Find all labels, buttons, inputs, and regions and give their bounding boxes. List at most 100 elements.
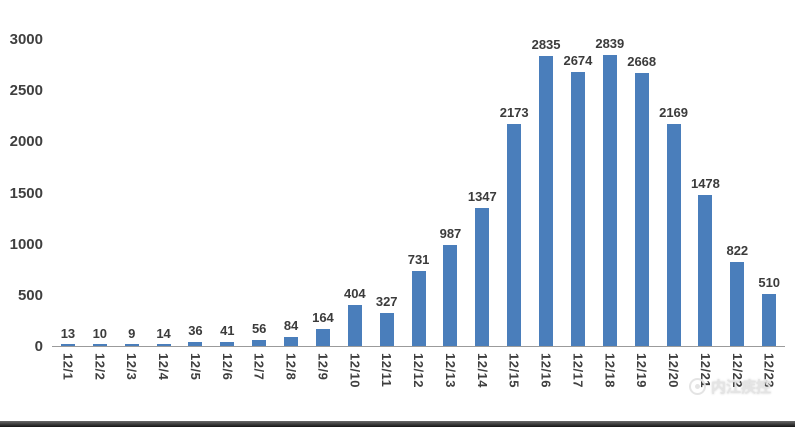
x-tick-label: 12/19	[634, 353, 650, 389]
bar	[284, 337, 299, 346]
bar-value-label: 36	[188, 323, 203, 339]
bar-value-label: 84	[283, 318, 299, 334]
bar	[507, 123, 522, 346]
bar-value-label: 404	[343, 285, 366, 301]
x-tick-label: 12/2	[92, 353, 108, 381]
bar-value-label: 1478	[690, 175, 720, 191]
plot-area: 13 12/1 10 12/2 9 12/3 14 12/4 36 12/5 41 12/6 56 12/…	[52, 36, 785, 388]
x-tick-label: 12/4	[156, 353, 172, 381]
bar	[124, 344, 139, 346]
bar	[602, 55, 617, 346]
bar-value-label: 327	[375, 293, 398, 309]
y-tick-label: 1500	[9, 184, 43, 202]
bar-value-label: 10	[92, 325, 108, 341]
bar	[666, 124, 681, 346]
bar-group: 84 12/8	[275, 40, 307, 380]
bar-value-label: 2839	[595, 36, 625, 52]
x-tick-label: 12/13	[442, 353, 458, 389]
bar-value-label: 822	[726, 242, 749, 258]
bar-value-label: 510	[758, 274, 781, 290]
bar-group: 731 12/12	[403, 40, 435, 388]
bar-value-label: 731	[407, 252, 430, 268]
x-tick-label: 12/7	[251, 353, 267, 381]
x-tick-label: 12/15	[506, 353, 522, 389]
bar-value-label: 56	[251, 321, 267, 337]
bar-value-label: 987	[439, 226, 462, 241]
bar	[379, 312, 394, 346]
y-axis: 0 500 1000 1500 2000 2500 3000	[4, 31, 52, 355]
bar-group: 822 12/22	[721, 40, 753, 388]
bar-value-label: 2835	[531, 36, 561, 52]
y-tick-label: 0	[34, 338, 43, 355]
x-tick-label: 12/3	[124, 353, 140, 381]
bar-group: 327 12/11	[371, 40, 403, 388]
bar-group: 9 12/3	[116, 40, 148, 380]
x-tick-label: 12/1	[60, 353, 76, 381]
x-tick-label: 12/22	[729, 353, 745, 389]
y-tick-label: 2500	[9, 82, 43, 100]
bottom-edge-divider	[0, 421, 795, 427]
plot-wrap: 0 500 1000 1500 2000 2500 3000 13 12/1 10 12/2 9 12…	[4, 31, 785, 388]
watermark-logo-icon	[688, 378, 706, 395]
bar-group: 510 12/23	[753, 40, 785, 388]
bar-group: 404 12/10	[339, 40, 371, 388]
bar-group: 1347 12/14	[466, 40, 498, 388]
bar-value-label: 14	[156, 325, 171, 341]
bar-value-label: 2169	[659, 105, 689, 121]
y-tick-label: 500	[17, 286, 43, 304]
bar-value-label: 164	[312, 310, 334, 326]
bar	[220, 341, 235, 346]
bar-value-label: 9	[128, 326, 136, 342]
bar	[443, 245, 458, 346]
bar	[60, 344, 75, 346]
bar	[411, 271, 426, 346]
x-tick-label: 12/20	[666, 353, 682, 389]
x-tick-label: 12/8	[283, 353, 299, 381]
x-tick-label: 12/10	[347, 353, 363, 389]
x-tick-label: 12/18	[602, 353, 618, 389]
bar-value-label: 2173	[499, 104, 529, 120]
y-tick-label: 1000	[9, 235, 43, 253]
bar-group: 2169 12/20	[658, 40, 690, 388]
bar-value-label: 41	[220, 322, 235, 338]
bar-group: 164 12/9	[307, 40, 339, 380]
bar-group: 2839 12/18	[594, 36, 626, 388]
bar-value-label: 2668	[627, 53, 657, 69]
bar-group: 56 12/7	[243, 40, 275, 380]
bar	[570, 72, 585, 346]
bar-group: 41 12/6	[211, 40, 243, 381]
bar-group: 10 12/2	[84, 40, 116, 380]
bar-group: 14 12/4	[148, 40, 180, 381]
bar-group: 2674 12/17	[562, 40, 594, 388]
bar-value-label: 13	[60, 325, 76, 341]
x-tick-label: 12/17	[570, 353, 586, 389]
bar	[92, 344, 107, 346]
bar	[315, 329, 330, 346]
bar-group: 13 12/1	[52, 40, 84, 381]
bar	[762, 293, 777, 346]
watermark-text: 内江疾控	[710, 379, 771, 396]
bar	[188, 342, 203, 346]
bar-group: 2835 12/16	[530, 36, 562, 388]
bar-group: 1478 12/21	[690, 40, 722, 388]
bar-group: 2668 12/19	[626, 40, 658, 388]
x-tick-label: 12/9	[315, 353, 331, 381]
bar	[347, 304, 362, 346]
bar	[698, 194, 713, 346]
x-tick-label: 12/6	[219, 353, 235, 381]
bar-group: 36 12/5	[180, 40, 212, 380]
y-tick-label: 2000	[9, 133, 43, 151]
bar	[252, 340, 267, 346]
x-tick-label: 12/12	[411, 353, 427, 389]
x-tick-label: 12/16	[538, 353, 554, 389]
bar-value-label: 2674	[563, 53, 593, 69]
bar	[475, 208, 490, 346]
bar-value-label: 1347	[467, 189, 497, 205]
bar	[730, 261, 745, 346]
x-tick-label: 12/23	[761, 353, 777, 389]
bar	[156, 344, 171, 346]
watermark: 内江疾控	[688, 376, 771, 397]
bar	[634, 72, 649, 346]
x-tick-label: 12/11	[379, 353, 395, 388]
